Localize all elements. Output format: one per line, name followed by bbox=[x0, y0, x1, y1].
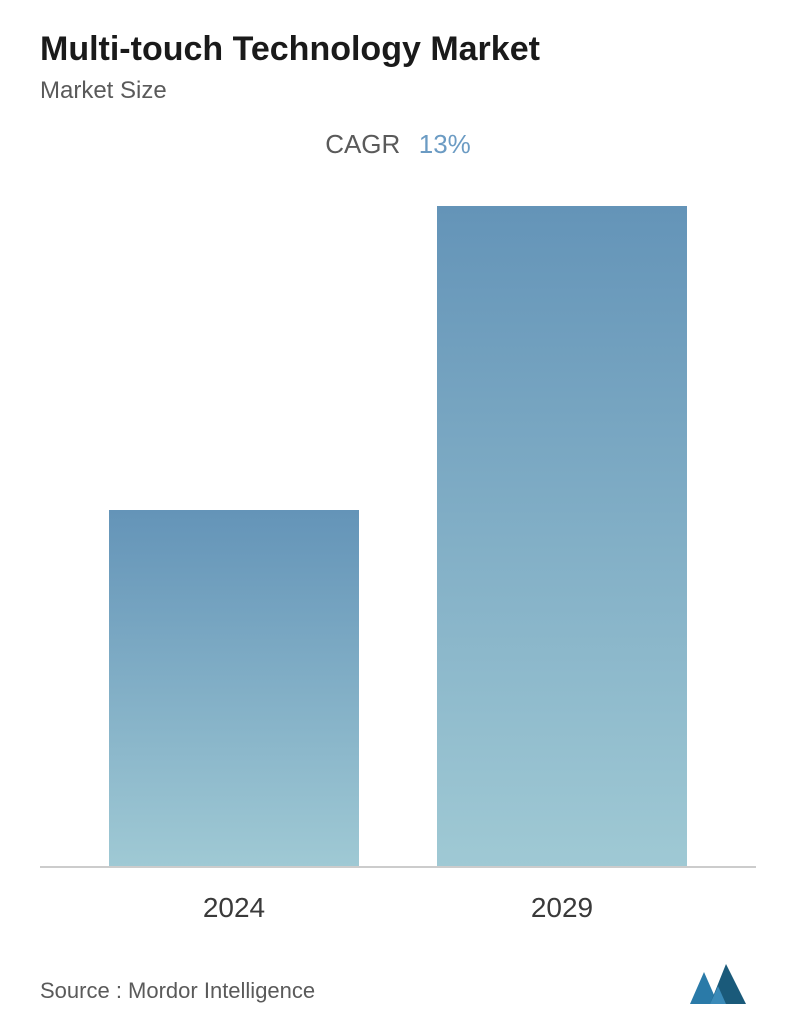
x-axis-labels: 2024 2029 bbox=[40, 880, 756, 924]
bar bbox=[109, 510, 359, 866]
chart-container: Multi-touch Technology Market Market Siz… bbox=[0, 0, 796, 1034]
bar-group bbox=[109, 510, 359, 866]
x-axis-label: 2024 bbox=[109, 892, 359, 924]
cagr-value: 13% bbox=[419, 129, 471, 159]
x-axis-label: 2029 bbox=[437, 892, 687, 924]
source-attribution: Source : Mordor Intelligence bbox=[40, 978, 315, 1004]
bar-group bbox=[437, 206, 687, 866]
chart-title: Multi-touch Technology Market bbox=[40, 30, 756, 69]
bar bbox=[437, 206, 687, 866]
cagr-row: CAGR 13% bbox=[40, 129, 756, 160]
chart-footer: Source : Mordor Intelligence bbox=[40, 964, 756, 1014]
chart-plot-area bbox=[40, 200, 756, 868]
cagr-label: CAGR bbox=[325, 129, 400, 159]
mordor-logo-icon bbox=[690, 964, 746, 1004]
chart-subtitle: Market Size bbox=[40, 77, 756, 105]
